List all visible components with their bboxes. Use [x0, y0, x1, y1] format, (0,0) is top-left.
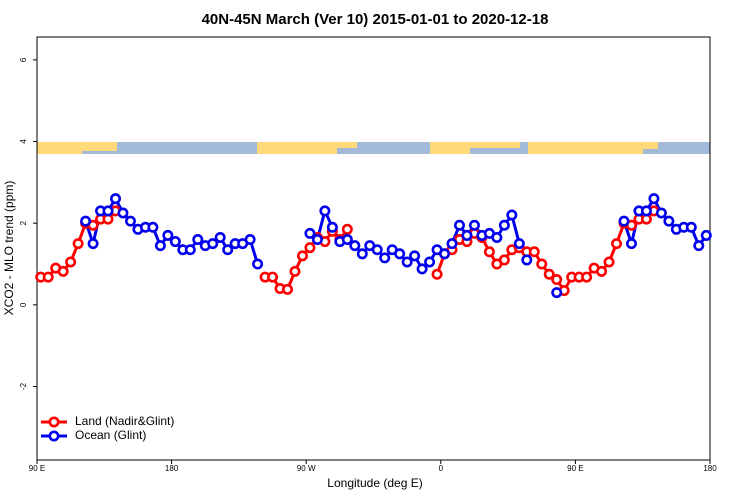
data-point — [356, 248, 368, 260]
x-tick-label: 180 — [703, 464, 717, 473]
data-point — [498, 254, 510, 266]
data-point — [625, 238, 637, 250]
data-point — [536, 258, 548, 270]
legend-swatch — [48, 430, 60, 442]
data-point — [207, 238, 219, 250]
data-point — [655, 207, 667, 219]
data-point — [409, 250, 421, 262]
data-point — [521, 254, 533, 266]
legend-label: Land (Nadir&Glint) — [75, 414, 174, 428]
data-point — [543, 268, 555, 280]
data-point — [551, 287, 563, 299]
data-point — [124, 215, 136, 227]
y-tick-label: 2 — [19, 220, 28, 225]
legend-label: Ocean (Glint) — [75, 428, 146, 442]
data-point — [304, 227, 316, 239]
x-tick-label: 90 E — [567, 464, 583, 473]
data-point — [439, 248, 451, 260]
data-point — [57, 265, 69, 277]
data-point — [424, 256, 436, 268]
data-point — [416, 263, 428, 275]
data-point — [341, 234, 353, 246]
data-point — [65, 256, 77, 268]
data-point — [311, 234, 323, 246]
y-tick-label: 0 — [19, 302, 28, 307]
data-point — [506, 209, 518, 221]
data-point — [596, 265, 608, 277]
data-point — [222, 244, 234, 256]
data-point — [341, 223, 353, 235]
data-point — [401, 256, 413, 268]
data-point — [431, 268, 443, 280]
data-point — [282, 283, 294, 295]
x-tick-label: 180 — [165, 464, 179, 473]
y-tick-label: -2 — [19, 382, 28, 390]
data-point — [102, 205, 114, 217]
y-axis-label: XCO2 - MLO trend (ppm) — [2, 181, 16, 316]
data-point — [169, 236, 181, 248]
data-point — [162, 229, 174, 241]
data-point — [693, 240, 705, 252]
data-point — [491, 231, 503, 243]
data-point — [289, 265, 301, 277]
data-point — [581, 271, 593, 283]
data-point — [244, 234, 256, 246]
data-point — [498, 219, 510, 231]
data-point — [640, 205, 652, 217]
x-tick-label: 90 W — [297, 464, 316, 473]
data-point — [603, 256, 615, 268]
data-point — [468, 219, 480, 231]
data-point — [379, 252, 391, 264]
data-point — [319, 205, 331, 217]
data-point — [117, 207, 129, 219]
x-tick-label: 0 — [439, 464, 444, 473]
data-point — [371, 244, 383, 256]
data-point — [618, 215, 630, 227]
data-point — [648, 193, 660, 205]
data-point — [685, 221, 697, 233]
data-point — [252, 258, 264, 270]
data-point — [326, 221, 338, 233]
data-point — [87, 238, 99, 250]
data-point — [154, 240, 166, 252]
data-point — [663, 215, 675, 227]
data-point — [42, 271, 54, 283]
data-point — [461, 229, 473, 241]
data-point — [513, 238, 525, 250]
data-point — [304, 242, 316, 254]
data-point — [192, 234, 204, 246]
y-tick-label: 6 — [19, 57, 28, 62]
x-axis-label: Longitude (deg E) — [327, 476, 422, 490]
chart-title: 40N-45N March (Ver 10) 2015-01-01 to 202… — [202, 11, 549, 28]
data-point — [110, 193, 122, 205]
x-tick-label: 90 E — [29, 464, 45, 473]
plot-frame — [36, 36, 711, 461]
data-point — [72, 238, 84, 250]
data-point — [80, 215, 92, 227]
land-ocean-strip — [37, 142, 710, 154]
data-point — [349, 240, 361, 252]
data-point — [700, 229, 712, 241]
data-point — [453, 219, 465, 231]
data-point — [611, 238, 623, 250]
data-point — [214, 231, 226, 243]
data-point — [147, 221, 159, 233]
data-point — [483, 246, 495, 258]
data-point — [296, 250, 308, 262]
data-point — [528, 246, 540, 258]
legend-swatch — [48, 416, 60, 428]
data-point — [551, 274, 563, 286]
data-point — [446, 238, 458, 250]
data-point — [184, 244, 196, 256]
y-tick-label: 4 — [19, 139, 28, 144]
data-point — [394, 248, 406, 260]
data-point — [267, 271, 279, 283]
